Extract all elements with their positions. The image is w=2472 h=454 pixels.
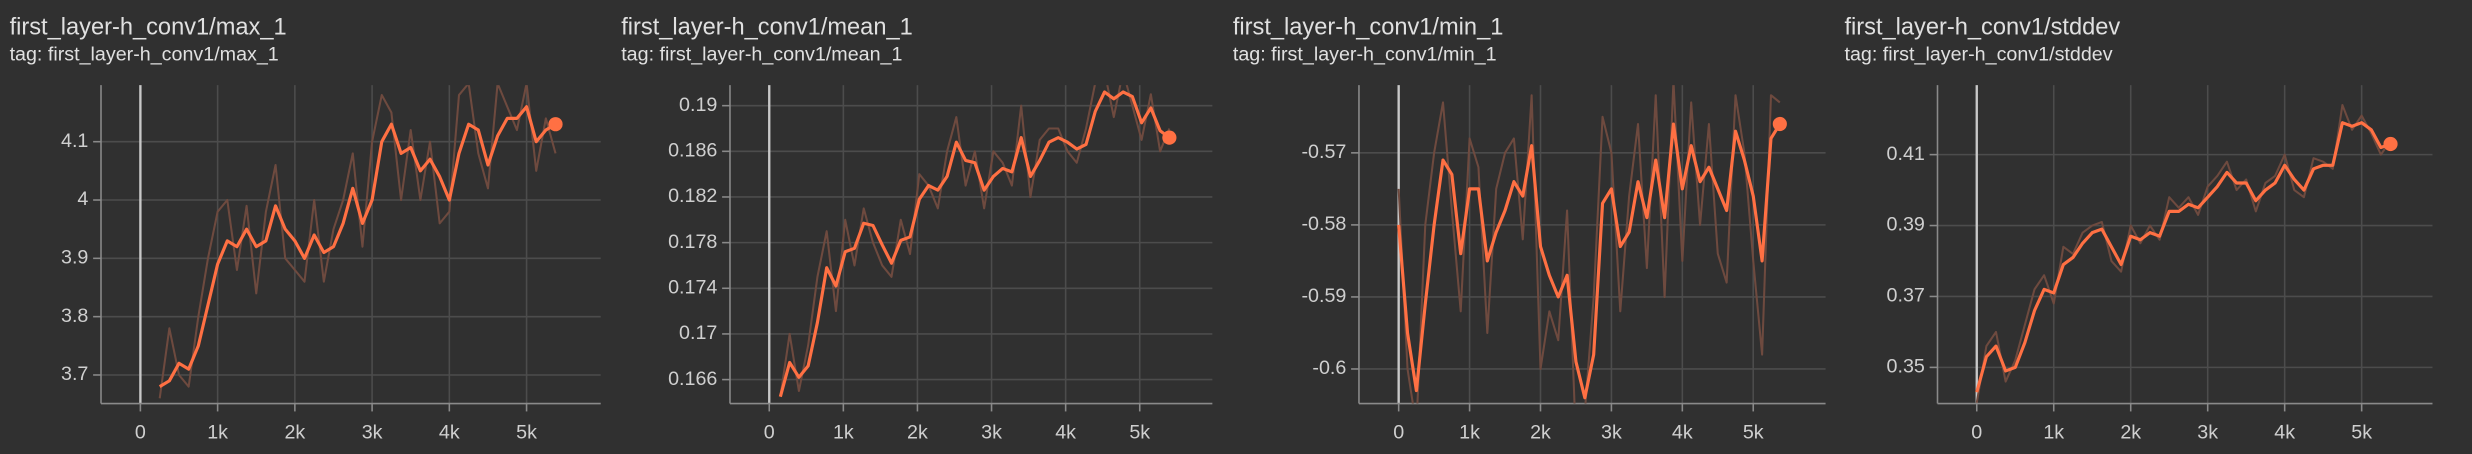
x-tick-label: 2k bbox=[2120, 422, 2141, 444]
y-tick-label: 0.174 bbox=[668, 276, 717, 298]
y-tick-label: 3.7 bbox=[61, 363, 88, 385]
x-tick-label: 2k bbox=[907, 422, 928, 444]
plot bbox=[1397, 85, 1782, 404]
x-tick-label: 0 bbox=[1971, 422, 1982, 444]
last-point bbox=[2383, 136, 2398, 152]
y-tick-label: 0.35 bbox=[1887, 356, 1925, 378]
y-tick-label: -0.57 bbox=[1301, 141, 1346, 163]
y-tick-label: 0.39 bbox=[1887, 214, 1925, 236]
x-tick-label: 4k bbox=[1055, 422, 1076, 444]
y-tick-label: -0.59 bbox=[1301, 285, 1346, 307]
x-tick-label: 5k bbox=[516, 422, 537, 444]
y-tick-label: 0.37 bbox=[1887, 285, 1925, 307]
x-tick-label: 4k bbox=[439, 422, 460, 444]
plot bbox=[778, 85, 1171, 398]
x-tick-label: 1k bbox=[207, 422, 228, 444]
x-tick-label: 0 bbox=[135, 422, 146, 444]
x-tick-label: 0 bbox=[1393, 422, 1404, 444]
x-tick-label: 0 bbox=[764, 422, 775, 444]
smoothed-line bbox=[1397, 122, 1782, 400]
y-tick-label: 0.41 bbox=[1887, 143, 1925, 165]
last-point bbox=[548, 117, 563, 132]
chart-subtitle: tag: first_layer-h_conv1/max_1 bbox=[10, 43, 279, 65]
last-point bbox=[1162, 130, 1177, 145]
y-tick-label: 0.182 bbox=[668, 185, 717, 207]
chart-title: first_layer-h_conv1/stddev bbox=[1844, 15, 2120, 41]
y-tick-label: 0.186 bbox=[668, 140, 717, 162]
y-tick-label: -0.6 bbox=[1312, 357, 1346, 379]
chart-subtitle: tag: first_layer-h_conv1/min_1 bbox=[1233, 43, 1497, 65]
x-tick-label: 4k bbox=[2274, 422, 2295, 444]
x-tick-label: 2k bbox=[1530, 422, 1551, 444]
y-tick-label: 0.166 bbox=[668, 368, 717, 390]
chart-title: first_layer-h_conv1/max_1 bbox=[10, 15, 287, 41]
chart-subtitle: tag: first_layer-h_conv1/stddev bbox=[1844, 43, 2112, 65]
plot bbox=[1975, 103, 2392, 404]
x-tick-label: 1k bbox=[833, 422, 854, 444]
y-tick-label: 3.9 bbox=[61, 247, 88, 269]
x-tick-label: 4k bbox=[1672, 422, 1693, 444]
last-point bbox=[1772, 116, 1787, 132]
y-tick-label: 0.19 bbox=[679, 94, 717, 116]
plot bbox=[158, 85, 557, 399]
x-tick-label: 5k bbox=[2351, 422, 2372, 444]
raw-line bbox=[1397, 85, 1781, 404]
y-tick-label: 0.17 bbox=[679, 322, 717, 344]
x-tick-label: 1k bbox=[1459, 422, 1480, 444]
smoothed-line bbox=[1975, 121, 2392, 393]
x-tick-label: 3k bbox=[362, 422, 383, 444]
x-tick-label: 3k bbox=[981, 422, 1002, 444]
raw-line bbox=[779, 85, 1171, 397]
y-tick-label: -0.58 bbox=[1301, 213, 1346, 235]
chart-subtitle: tag: first_layer-h_conv1/mean_1 bbox=[621, 43, 902, 65]
y-tick-label: 4.1 bbox=[61, 130, 88, 152]
raw-line bbox=[1975, 103, 2392, 404]
y-tick-label: 4 bbox=[77, 188, 88, 210]
x-tick-label: 3k bbox=[2197, 422, 2218, 444]
y-tick-label: 3.8 bbox=[61, 305, 88, 327]
x-tick-label: 3k bbox=[1601, 422, 1622, 444]
smoothed-line bbox=[778, 90, 1171, 398]
y-tick-label: 0.178 bbox=[668, 231, 717, 253]
x-tick-label: 1k bbox=[2043, 422, 2064, 444]
chart-title: first_layer-h_conv1/min_1 bbox=[1233, 15, 1504, 41]
x-tick-label: 5k bbox=[1743, 422, 1764, 444]
smoothed-line bbox=[158, 105, 557, 388]
chart-title: first_layer-h_conv1/mean_1 bbox=[621, 15, 913, 41]
x-tick-label: 5k bbox=[1129, 422, 1150, 444]
x-tick-label: 2k bbox=[284, 422, 305, 444]
